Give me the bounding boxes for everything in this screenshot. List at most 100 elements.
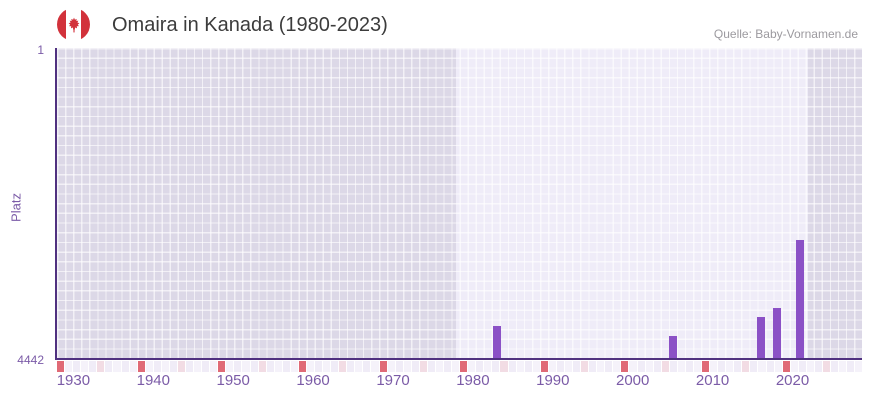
- strip-cell-decade: [298, 361, 306, 372]
- strip-cell: [282, 361, 290, 372]
- strip-cell-decade: [57, 361, 65, 372]
- strip-cell-decade: [702, 361, 710, 372]
- x-axis-line: [55, 358, 862, 360]
- strip-cell: [556, 361, 564, 372]
- strip-cell: [145, 361, 153, 372]
- grid-overlay: [57, 48, 862, 358]
- strip-cell: [855, 361, 863, 372]
- x-tick-label: 1930: [56, 372, 91, 389]
- strip-cell: [323, 361, 331, 372]
- plot-area: [57, 48, 862, 358]
- strip-cell-middecade: [822, 361, 830, 372]
- strip-cell: [766, 361, 774, 372]
- strip-cell-middecade: [661, 361, 669, 372]
- strip-cell: [750, 361, 758, 372]
- strip-cell: [798, 361, 806, 372]
- strip-cell: [129, 361, 137, 372]
- strip-cell: [250, 361, 258, 372]
- y-axis-title: Platz: [8, 193, 24, 222]
- strip-cell: [331, 361, 339, 372]
- strip-cell-middecade: [258, 361, 266, 372]
- strip-cell-middecade: [500, 361, 508, 372]
- y-tick-label: 1: [37, 43, 44, 57]
- strip-cell: [290, 361, 298, 372]
- strip-cell: [677, 361, 685, 372]
- strip-cell: [315, 361, 323, 372]
- strip-cell: [532, 361, 540, 372]
- strip-cell: [81, 361, 89, 372]
- source-credit: Quelle: Baby-Vornamen.de: [713, 27, 858, 41]
- y-axis-line: [55, 48, 57, 360]
- strip-cell-decade: [137, 361, 145, 372]
- strip-cell: [814, 361, 822, 372]
- strip-cell-middecade: [581, 361, 589, 372]
- strip-cell: [411, 361, 419, 372]
- strip-cell: [73, 361, 81, 372]
- strip-cell: [564, 361, 572, 372]
- strip-cell: [452, 361, 460, 372]
- rank-bar-2005[interactable]: [668, 336, 677, 358]
- rank-bar-2021[interactable]: [796, 239, 805, 358]
- x-tick-label: 1980: [456, 372, 490, 389]
- strip-cell-decade: [379, 361, 387, 372]
- strip-cell-decade: [218, 361, 226, 372]
- strip-cell: [266, 361, 274, 372]
- rank-bar-2016[interactable]: [756, 317, 765, 358]
- rank-bar-1983[interactable]: [492, 326, 501, 358]
- rank-bar-2018[interactable]: [772, 307, 781, 358]
- strip-cell: [194, 361, 202, 372]
- strip-cell: [492, 361, 500, 372]
- strip-cell: [468, 361, 476, 372]
- strip-cell: [693, 361, 701, 372]
- strip-cell: [347, 361, 355, 372]
- x-tick-label: 1960: [296, 372, 330, 389]
- y-tick-label: 4442: [17, 353, 44, 367]
- strip-cell: [718, 361, 726, 372]
- strip-cell: [548, 361, 556, 372]
- strip-cell: [242, 361, 250, 372]
- strip-cell: [161, 361, 169, 372]
- strip-cell-middecade: [97, 361, 105, 372]
- strip-cell-middecade: [339, 361, 347, 372]
- page-title: Omaira in Kanada (1980-2023): [112, 14, 388, 36]
- strip-cell: [774, 361, 782, 372]
- strip-cell: [226, 361, 234, 372]
- x-tick-label: 2000: [616, 372, 650, 389]
- strip-cell: [234, 361, 242, 372]
- strip-cell: [65, 361, 73, 372]
- strip-cell: [476, 361, 484, 372]
- strip-cell: [710, 361, 718, 372]
- strip-cell: [427, 361, 435, 372]
- strip-cell: [589, 361, 597, 372]
- strip-cell: [121, 361, 129, 372]
- strip-cell-decade: [621, 361, 629, 372]
- strip-cell-decade: [782, 361, 790, 372]
- x-tick-label: 1990: [536, 372, 570, 389]
- strip-cell-middecade: [419, 361, 427, 372]
- strip-cell: [645, 361, 653, 372]
- strip-cell: [363, 361, 371, 372]
- strip-cell: [186, 361, 194, 372]
- strip-cell: [637, 361, 645, 372]
- strip-cell: [516, 361, 524, 372]
- strip-cell: [113, 361, 121, 372]
- strip-cell: [508, 361, 516, 372]
- strip-cell: [734, 361, 742, 372]
- strip-cell: [202, 361, 210, 372]
- strip-cell: [629, 361, 637, 372]
- strip-cell: [105, 361, 113, 372]
- strip-cell: [371, 361, 379, 372]
- strip-cell: [444, 361, 452, 372]
- strip-cell: [274, 361, 282, 372]
- strip-cell: [355, 361, 363, 372]
- strip-cell-decade: [540, 361, 548, 372]
- strip-cell: [653, 361, 661, 372]
- strip-cell-middecade: [177, 361, 185, 372]
- strip-cell: [847, 361, 855, 372]
- strip-cell: [790, 361, 798, 372]
- strip-cell: [387, 361, 395, 372]
- strip-cell: [597, 361, 605, 372]
- strip-cell: [484, 361, 492, 372]
- strip-cell: [806, 361, 814, 372]
